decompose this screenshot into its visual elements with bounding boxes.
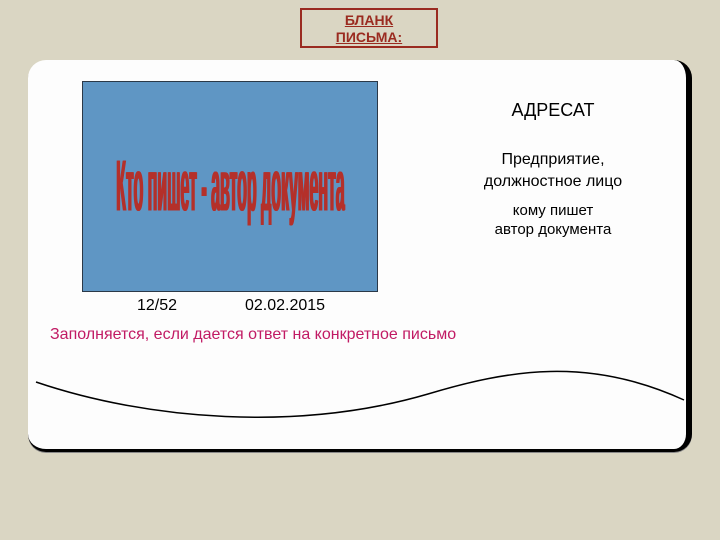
addressee-sub1: кому пишет	[448, 202, 658, 221]
reference-row: 12/52 02.02.2015	[82, 297, 378, 317]
slide-stage: БЛАНК ПИСЬМА: Кто пишет - автор документ…	[0, 0, 720, 540]
reference-date: 02.02.2015	[245, 297, 325, 315]
addressee-block: АДРЕСАТ Предприятие, должностное лицо ко…	[448, 100, 658, 240]
addressee-sub2: автор документа	[448, 221, 658, 240]
title-line2: ПИСЬМА:	[302, 29, 436, 46]
letter-form-card: Кто пишет - автор документа 12/52 02.02.…	[28, 60, 692, 452]
reference-number: 12/52	[137, 297, 177, 315]
fill-note: Заполняется, если дается ответ на конкре…	[50, 326, 456, 344]
curve-path	[36, 371, 684, 417]
author-label: Кто пишет - автор документа	[116, 145, 345, 228]
addressee-line1: Предприятие,	[448, 149, 658, 171]
addressee-heading: АДРЕСАТ	[448, 100, 658, 121]
author-panel: Кто пишет - автор документа	[82, 81, 378, 292]
addressee-line2: должностное лицо	[448, 171, 658, 193]
decorative-curve	[28, 360, 692, 430]
title-line1: БЛАНК	[302, 12, 436, 29]
addressee-sub: кому пишет автор документа	[448, 202, 658, 240]
title-box: БЛАНК ПИСЬМА:	[300, 8, 438, 48]
